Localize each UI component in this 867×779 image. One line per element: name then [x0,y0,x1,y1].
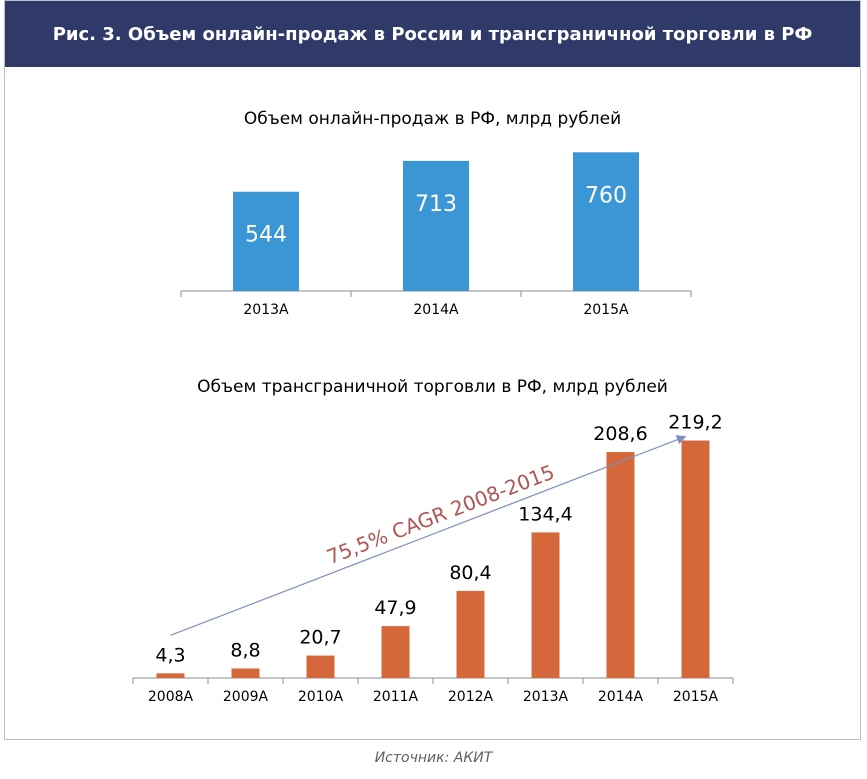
tick-label-2015A: 2015A [673,689,719,705]
data-label-2011A: 47,9 [374,597,416,619]
bar-2010A [306,655,335,678]
figure-header: Рис. 3. Объем онлайн-продаж в России и т… [5,1,860,67]
tick-label-2010A: 2010A [298,689,344,705]
tick-label-2014A: 2014A [413,302,459,318]
tick-label-2014A: 2014A [598,689,644,705]
data-label-2013A: 544 [245,223,287,248]
data-label-2013A: 134,4 [518,503,572,525]
bar-2015A [681,440,710,678]
bar-2014A [403,160,469,291]
tick-label-2009A: 2009A [223,689,269,705]
bar-2013A [233,191,299,291]
online-sales-chart: 544 2013A 713 2014A 760 2015A [180,152,692,318]
bar-2013A [531,532,560,678]
figure-frame: Рис. 3. Объем онлайн-продаж в России и т… [4,0,861,740]
bar-2015A [573,152,639,291]
bar-2011A [381,626,410,678]
data-label-2010A: 20,7 [299,627,341,649]
online-sales-chart-title: Объем онлайн-продаж в РФ, млрд рублей [243,109,622,129]
bar-2014A [606,452,635,678]
bar-2009A [231,668,260,678]
data-label-2008A: 4,3 [155,644,185,666]
tick-label-2008A: 2008A [148,689,194,705]
data-label-2014A: 713 [415,192,457,217]
data-label-2015A: 219,2 [668,412,722,434]
tick-label-2012A: 2012A [448,689,494,705]
cross-border-chart-title: Объем трансграничной торговли в РФ, млрд… [197,377,668,397]
tick-label-2015A: 2015A [583,302,629,318]
figure-title: Рис. 3. Объем онлайн-продаж в России и т… [52,23,813,45]
cagr-trend-arrow [170,435,687,636]
tick-label-2011A: 2011A [373,689,419,705]
tick-label-2013A: 2013A [243,302,289,318]
data-label-2015A: 760 [585,183,627,208]
bar-2012A [456,590,485,678]
cross-border-chart: 4,3 2008A 8,8 2009A 20,7 2010A 47,9 2011A 80,4 20… [132,412,734,705]
source-note: Источник: АКИТ [374,750,493,766]
tick-label-2013A: 2013A [523,689,569,705]
data-label-2009A: 8,8 [230,639,260,661]
data-label-2014A: 208,6 [593,423,647,445]
data-label-2012A: 80,4 [449,562,491,584]
bar-2008A [156,673,185,678]
